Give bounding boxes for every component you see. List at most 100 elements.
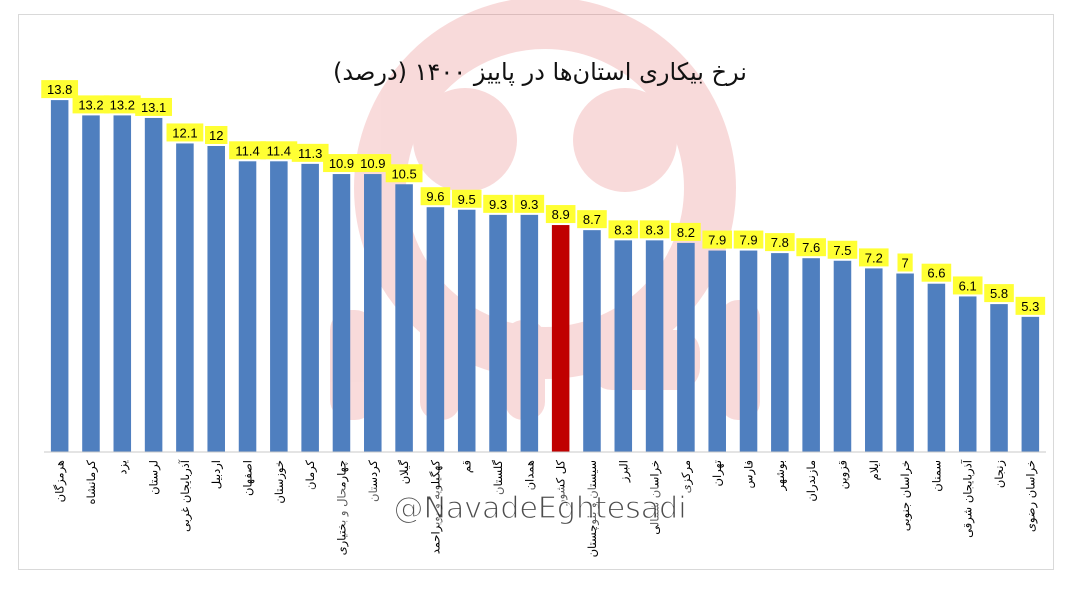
value-label-29: 6.1 [959, 278, 977, 293]
value-label-bg-31 [1015, 296, 1046, 315]
bar-31 [1021, 316, 1040, 452]
category-label-16: کل کشور [554, 459, 569, 506]
bar-19 [645, 240, 664, 452]
category-label-12: کهگیلویه و بویراحمد [428, 459, 443, 554]
value-label-28: 6.6 [927, 266, 945, 281]
value-label-27: 7 [901, 256, 908, 271]
value-label-2: 13.2 [110, 97, 135, 112]
value-label-16: 8.9 [552, 207, 570, 222]
category-label-21: تهران [710, 460, 725, 487]
value-label-bg-15 [514, 194, 545, 213]
bar-23 [771, 253, 789, 452]
value-label-15: 9.3 [520, 197, 538, 212]
category-labels-layer: هرمزگان کرمانشاه یزد لرستان آذربایجان غربی ار… [53, 459, 1039, 557]
value-label-23: 7.8 [771, 235, 789, 250]
value-label-26: 7.2 [865, 250, 883, 265]
category-label-4: آذربایجان غربی [178, 459, 193, 532]
bar-22 [739, 250, 758, 452]
value-label-bg-3 [135, 97, 172, 116]
value-label-bg-19 [639, 220, 670, 239]
bar-28 [927, 283, 946, 452]
value-label-18: 8.3 [614, 222, 632, 237]
value-label-9: 10.9 [329, 156, 354, 171]
value-label-bg-1 [72, 95, 110, 114]
category-label-25: قزوین [835, 460, 850, 489]
category-label-8: کرمان [303, 459, 318, 489]
category-label-19: خراسان شمالی [648, 460, 663, 535]
value-label-bg-10 [354, 154, 392, 173]
bar-29 [958, 296, 977, 452]
bar-16 [551, 225, 570, 452]
value-label-bg-17 [577, 210, 607, 229]
value-label-bg-9 [323, 154, 360, 173]
value-label-bg-27 [897, 253, 913, 272]
category-label-22: فارس [742, 460, 757, 489]
category-label-18: البرز [616, 460, 631, 483]
bar-17 [583, 230, 601, 452]
value-label-20: 8.2 [677, 225, 695, 240]
bar-4 [176, 143, 194, 452]
category-label-13: قم [460, 460, 474, 473]
value-label-bg-21 [702, 230, 733, 249]
bar-13 [457, 209, 476, 452]
bar-1 [82, 115, 100, 453]
value-label-17: 8.7 [583, 212, 601, 227]
bar-5 [207, 146, 225, 452]
value-label-6: 11.4 [235, 143, 259, 158]
value-label-bg-13 [451, 189, 482, 208]
bar-14 [489, 214, 507, 452]
bar-9 [332, 174, 351, 453]
category-label-15: همدان [522, 460, 536, 490]
value-label-4: 12.1 [172, 125, 197, 140]
value-label-12: 9.6 [426, 189, 444, 204]
value-label-bg-26 [858, 248, 889, 267]
value-label-bg-14 [483, 194, 513, 213]
value-label-8: 11.3 [298, 146, 322, 161]
value-label-14: 9.3 [489, 197, 507, 212]
value-label-5: 12 [209, 128, 223, 143]
category-label-28: سمنان [929, 460, 943, 492]
value-label-22: 7.9 [739, 233, 757, 248]
value-label-bg-18 [608, 220, 639, 239]
category-label-23: بوشهر [773, 460, 788, 491]
category-label-20: مرکزی [679, 460, 694, 493]
value-label-0: 13.8 [47, 82, 72, 97]
value-label-bg-2 [103, 95, 141, 114]
category-label-7: خوزستان [272, 460, 287, 504]
value-label-21: 7.9 [708, 233, 726, 248]
category-label-6: اصفهان [241, 460, 255, 496]
value-label-7: 11.4 [267, 143, 291, 158]
value-label-bg-25 [827, 240, 858, 259]
bars-layer [50, 100, 1040, 453]
bar-11 [395, 184, 413, 452]
category-label-3: لرستان [147, 460, 162, 495]
bar-26 [865, 268, 883, 452]
bar-27 [896, 273, 914, 452]
value-label-3: 13.1 [141, 100, 166, 115]
value-label-bg-16 [545, 205, 576, 224]
category-label-10: کردستان [366, 459, 381, 502]
bar-2 [113, 115, 132, 453]
value-label-bg-7 [260, 141, 298, 160]
value-label-31: 5.3 [1021, 299, 1039, 314]
value-label-1: 13.2 [78, 97, 103, 112]
category-label-30: زنجان [992, 460, 1007, 488]
value-label-30: 5.8 [990, 286, 1008, 301]
bar-7 [270, 161, 288, 453]
category-label-1: کرمانشاه [84, 459, 99, 504]
value-label-bg-24 [796, 238, 826, 257]
category-label-24: مازندران [804, 460, 819, 502]
category-label-26: ایلام [867, 460, 881, 480]
bar-10 [364, 174, 382, 453]
bar-25 [833, 260, 852, 452]
value-label-bg-5 [205, 126, 228, 144]
bar-20 [677, 242, 695, 452]
category-label-29: آذربایجان شرقی [961, 459, 976, 538]
bar-30 [990, 304, 1008, 452]
bar-3 [144, 117, 163, 452]
bar-8 [301, 163, 319, 452]
bar-21 [708, 250, 726, 452]
bar-24 [802, 258, 820, 452]
bar-6 [238, 161, 257, 453]
